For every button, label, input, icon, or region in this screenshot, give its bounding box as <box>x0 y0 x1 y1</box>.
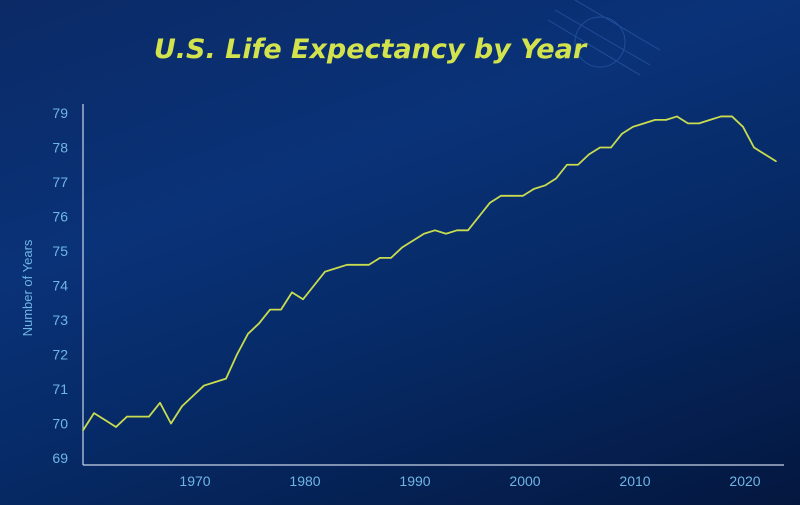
data-point <box>511 195 513 197</box>
data-point <box>764 153 766 156</box>
y-tick-label: 75 <box>52 243 68 259</box>
x-tick-label: 2020 <box>729 473 760 489</box>
data-point <box>412 239 414 242</box>
data-point <box>621 132 623 135</box>
data-point <box>346 264 348 266</box>
data-point <box>269 308 271 311</box>
data-point <box>280 308 282 311</box>
y-tick-label: 79 <box>52 105 68 121</box>
x-tick-label: 2000 <box>509 473 540 489</box>
data-point <box>698 122 700 125</box>
data-point <box>478 215 480 218</box>
data-point <box>467 229 469 232</box>
x-tick-label: 2010 <box>619 473 650 489</box>
data-point <box>181 405 183 408</box>
globe-logo-icon <box>574 16 626 68</box>
data-point <box>676 115 678 118</box>
data-point <box>709 119 711 121</box>
data-point <box>599 146 601 149</box>
data-point <box>742 126 744 128</box>
x-tick-label: 1980 <box>289 473 320 489</box>
y-tick-label: 70 <box>52 416 68 432</box>
data-point <box>401 246 403 249</box>
data-point <box>522 195 524 197</box>
data-point <box>93 412 95 414</box>
data-point <box>588 153 590 156</box>
data-point <box>82 429 84 432</box>
data-point <box>335 267 337 270</box>
data-point <box>566 163 568 166</box>
data-point <box>687 122 689 125</box>
y-tick-label: 73 <box>52 312 68 328</box>
y-axis-label: Number of Years <box>20 239 35 336</box>
data-point <box>313 284 315 287</box>
data-point <box>775 160 777 163</box>
data-point <box>555 177 557 180</box>
data-point <box>544 184 546 187</box>
data-point <box>148 415 150 418</box>
data-point <box>357 264 359 266</box>
data-point <box>423 232 425 235</box>
data-point <box>456 229 458 232</box>
data-point <box>489 201 491 204</box>
y-tick-label: 74 <box>52 278 68 294</box>
data-point <box>258 322 260 325</box>
data-point <box>192 395 194 397</box>
data-point <box>236 353 238 356</box>
life-expectancy-line <box>82 115 777 431</box>
x-tick-label: 1970 <box>179 473 210 489</box>
x-tick-label: 1990 <box>399 473 430 489</box>
data-point <box>434 229 436 232</box>
data-point <box>126 415 128 418</box>
data-point <box>533 188 535 190</box>
data-point <box>203 384 205 387</box>
data-point <box>247 333 249 335</box>
y-tick-label: 78 <box>52 140 68 156</box>
data-point <box>302 298 304 301</box>
data-point <box>445 232 447 235</box>
data-point <box>170 422 172 425</box>
data-point <box>577 163 579 166</box>
data-point <box>214 381 216 383</box>
data-point <box>368 264 370 266</box>
data-point <box>324 270 326 273</box>
data-point <box>731 115 733 118</box>
y-tick-label: 72 <box>52 347 68 363</box>
data-point <box>665 119 667 121</box>
y-tick-label: 76 <box>52 209 68 225</box>
y-tick-label: 77 <box>52 174 68 190</box>
data-point <box>632 126 634 128</box>
data-point <box>225 377 227 380</box>
y-tick-label: 69 <box>52 450 68 466</box>
data-point <box>159 402 161 404</box>
data-point <box>643 122 645 125</box>
data-point <box>753 146 755 149</box>
data-point <box>654 119 656 121</box>
data-point <box>390 257 392 259</box>
data-point <box>500 195 502 197</box>
data-point <box>291 291 293 294</box>
data-point <box>610 146 612 149</box>
chart-title: U.S. Life Expectancy by Year <box>153 34 587 65</box>
data-point <box>115 426 117 428</box>
data-point <box>720 115 722 118</box>
data-point <box>104 419 106 421</box>
y-tick-label: 71 <box>52 381 68 397</box>
data-point <box>379 257 381 259</box>
data-point <box>137 415 139 418</box>
